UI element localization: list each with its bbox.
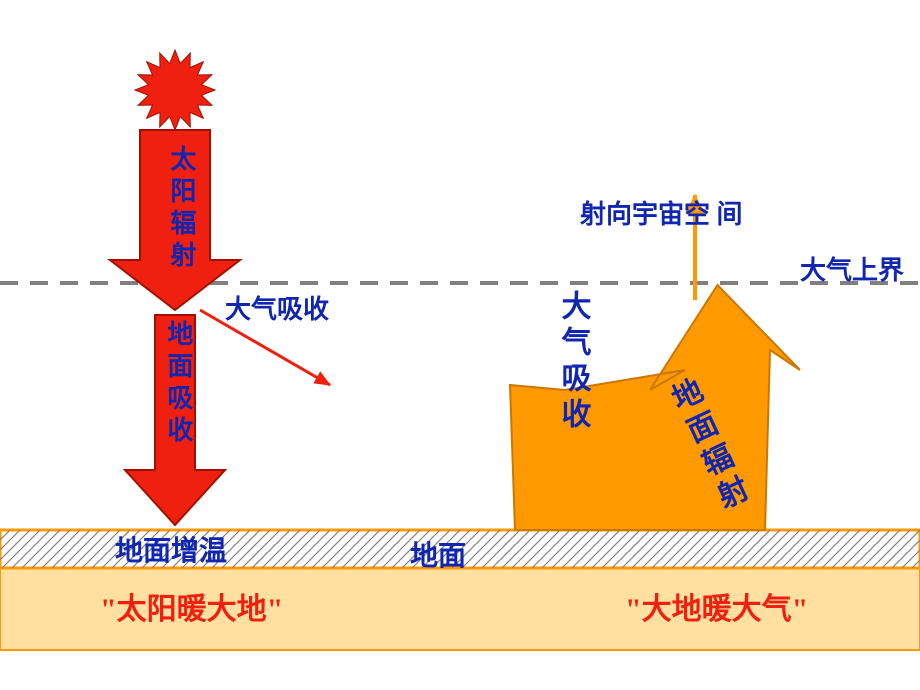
to-space-label: 射向宇宙空 间: [580, 200, 743, 230]
diagram-stage: 太阳辐射地面吸收大气吸收大气上界射向宇宙空 间大气吸收地面辐射地面增温地面"太阳…: [0, 0, 920, 690]
ground-warming-label: 地面增温: [115, 536, 227, 568]
atmos-absorb-right-label: 大气吸收: [555, 290, 590, 434]
earth-warms-atmos-label: "大地暖大气": [625, 593, 808, 628]
solar-radiation-label: 太阳辐射: [166, 145, 196, 273]
ground-text-label: 地面: [410, 541, 466, 573]
sun-warms-earth-label: "太阳暖大地": [100, 593, 283, 628]
atmos-upper-label: 大气上界: [800, 256, 904, 286]
atmos-absorb-left-label: 大气吸收: [225, 295, 329, 325]
diagram-svg: [0, 0, 920, 690]
ground-absorb-left-label: 地面吸收: [163, 320, 193, 448]
